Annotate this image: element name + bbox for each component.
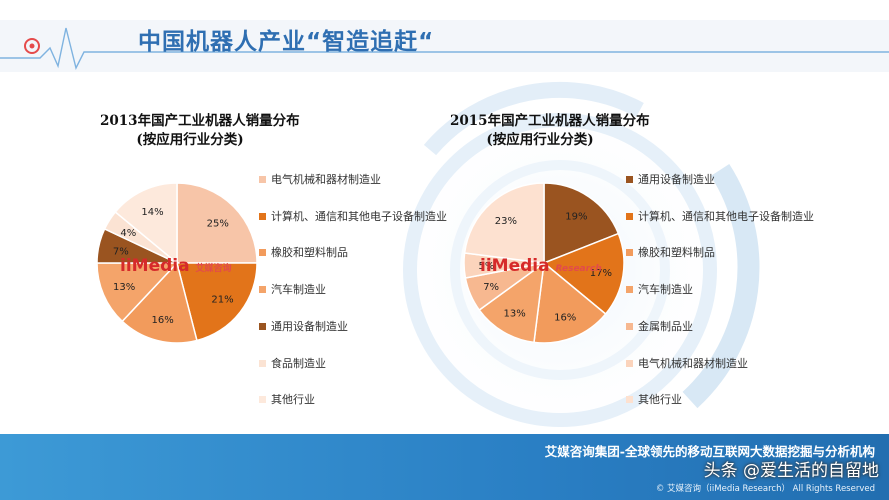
footer-copyright: © 艾媒咨询（iiMedia Research） All Rights Rese…: [655, 484, 875, 494]
chart1-pie: 25% 21% 16% 13% 7% 4% 14%: [96, 182, 258, 344]
footer-bar: 艾媒咨询集团-全球领先的移动互联网大数据挖掘与分析机构 头条 @爱生活的自留地 …: [0, 434, 889, 500]
chart2-pie: 19% 17% 16% 13% 7% 5% 23%: [463, 182, 625, 344]
location-pin-icon: [24, 38, 40, 54]
chart1-legend-swatch-1: [259, 176, 266, 183]
chart2-data-label-2: 17%: [590, 268, 612, 279]
chart2-legend-label-1: 通用设备制造业: [638, 173, 715, 186]
chart1-data-label-1: 25%: [207, 218, 229, 229]
watermark-brand-en: Research: [555, 264, 602, 274]
chart2-data-label-1: 19%: [565, 211, 587, 222]
chart1-legend-swatch-6: [259, 359, 266, 367]
chart2-data-label-5: 7%: [483, 282, 499, 293]
chart1-legend-label-4: 汽车制造业: [271, 283, 326, 297]
source-overlay-text: 头条 @爱生活的自留地: [703, 461, 879, 481]
chart1-title: 2013年国产工业机器人销量分布 (按应用行业分类): [100, 112, 300, 150]
chart2-legend-swatch-2: [626, 212, 633, 220]
chart1-legend-label-3: 橡胶和塑料制品: [271, 246, 348, 260]
chart1-legend-swatch-5: [259, 322, 266, 330]
chart2-slice-3: [533, 261, 607, 344]
chart1-slice-3: [121, 261, 198, 344]
chart2-slice-1: [543, 182, 620, 265]
chart1-slice-1: [176, 182, 258, 264]
chart1-data-label-6: 4%: [120, 228, 136, 239]
chart2-data-label-7: 23%: [495, 216, 517, 227]
chart2-data-label-3: 16%: [554, 313, 576, 324]
chart2-legend-swatch-5: [626, 322, 633, 330]
chart1-legend-label-7: 其他行业: [271, 393, 315, 407]
chart2-legend-swatch-4: [626, 286, 633, 294]
chart2-slice-4: [478, 261, 545, 344]
chart1-data-label-2: 21%: [211, 294, 233, 305]
chart1-legend-swatch-7: [259, 396, 266, 404]
chart2-legend-label-4: 汽车制造业: [638, 283, 693, 297]
chart1-data-label-7: 14%: [141, 207, 163, 218]
chart2-data-label-4: 13%: [504, 309, 526, 320]
chart1-slice-2: [176, 262, 258, 342]
chart2-title-text: 2015年国产工业机器人销量分布: [450, 113, 650, 129]
chart1-legend: 电气机械和器材制造业计算机、通信和其他电子设备制造业 橡胶和塑料制品 汽车制造业通用…: [259, 172, 459, 412]
chart1-legend-swatch-3: [259, 249, 266, 257]
chart1-legend-label-5: 通用设备制造业: [271, 319, 348, 333]
chart2-subtitle: (按应用行业分类): [486, 132, 594, 148]
chart1-legend-label-6: 食品制造业: [271, 356, 326, 370]
chart2-slice-2: [542, 232, 625, 316]
chart1-legend-swatch-2: [259, 212, 266, 220]
chart2-legend-label-2: 计算机、通信和其他电子设备制造业: [638, 209, 814, 223]
chart2-data-label-6: 5%: [478, 261, 494, 272]
watermark-left: iiMedia 艾媒咨询: [120, 256, 232, 276]
chart2-legend-swatch-3: [626, 249, 633, 257]
chart1-data-label-4: 13%: [113, 282, 135, 293]
chart1-legend-label-2: 计算机、通信和其他电子设备制造业: [271, 209, 447, 223]
chart2-legend-swatch-1: [626, 176, 633, 183]
chart2-legend-swatch-6: [626, 359, 633, 367]
watermark-right: iiMedia Research: [480, 256, 602, 276]
chart2-title: 2015年国产工业机器人销量分布 (按应用行业分类): [450, 112, 650, 150]
chart1-legend-label-1: 电气机械和器材制造业: [271, 173, 381, 186]
chart2-legend-label-3: 橡胶和塑料制品: [638, 246, 715, 260]
chart1-data-label-3: 16%: [152, 315, 174, 326]
watermark-brand-cn: 艾媒咨询: [195, 264, 232, 274]
chart1-subtitle: (按应用行业分类): [136, 132, 244, 148]
chart2-legend-swatch-7: [626, 396, 633, 404]
watermark-brand: iiMedia: [120, 256, 190, 276]
chart2-slice-7: [463, 182, 545, 264]
chart2-legend-label-6: 电气机械和器材制造业: [638, 356, 748, 370]
watermark-brand: iiMedia: [480, 256, 550, 276]
chart1-title-text: 2013年国产工业机器人销量分布: [100, 113, 300, 129]
chart2-legend-label-5: 金属制品业: [638, 319, 693, 333]
title-bar: [0, 20, 889, 72]
chart1-data-label-5: 7%: [113, 246, 129, 257]
chart1-slice-4: [96, 262, 179, 323]
chart2-legend: 通用设备制造业计算机、通信和其他电子设备制造业 橡胶和塑料制品 汽车制造业金属制品业…: [626, 172, 836, 412]
page-title: 中国机器人产业“智造追赶“: [138, 29, 435, 55]
chart1-slice-7: [114, 182, 178, 265]
chart1-legend-swatch-4: [259, 286, 266, 294]
chart2-legend-label-7: 其他行业: [638, 393, 682, 407]
footer-main-text: 艾媒咨询集团-全球领先的移动互联网大数据挖掘与分析机构: [544, 444, 875, 459]
